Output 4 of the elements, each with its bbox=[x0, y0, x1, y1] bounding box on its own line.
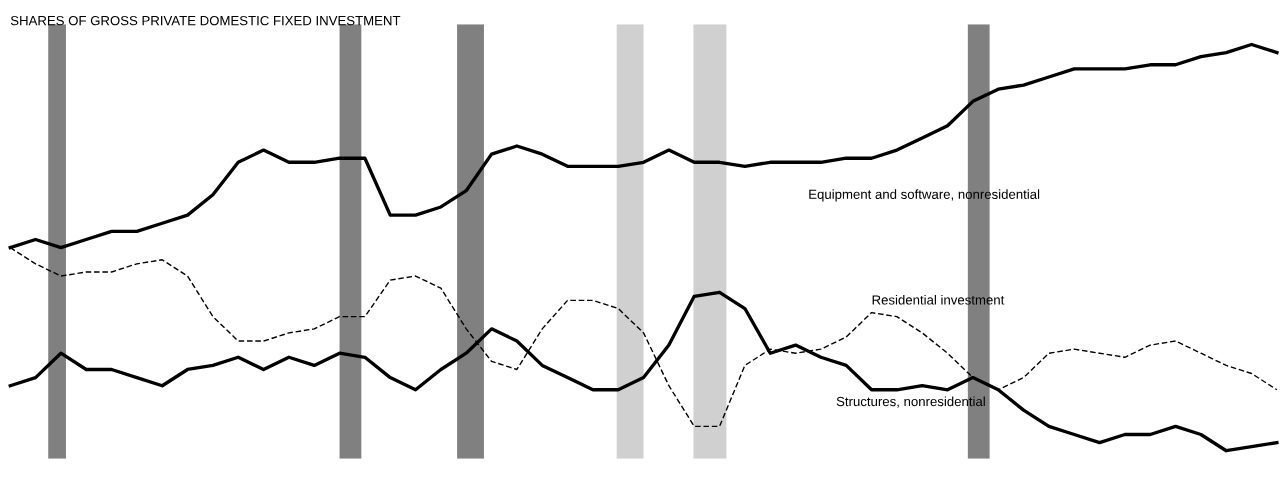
series-label: Structures, nonresidential bbox=[836, 396, 985, 408]
series-label: Residential investment bbox=[872, 294, 1005, 305]
text: Equipment and software, nonresidential bbox=[809, 189, 1040, 202]
chart-title: SHARES OF GROSS PRIVATE DOMESTIC FIXED INVESTMENT bbox=[10, 15, 401, 26]
